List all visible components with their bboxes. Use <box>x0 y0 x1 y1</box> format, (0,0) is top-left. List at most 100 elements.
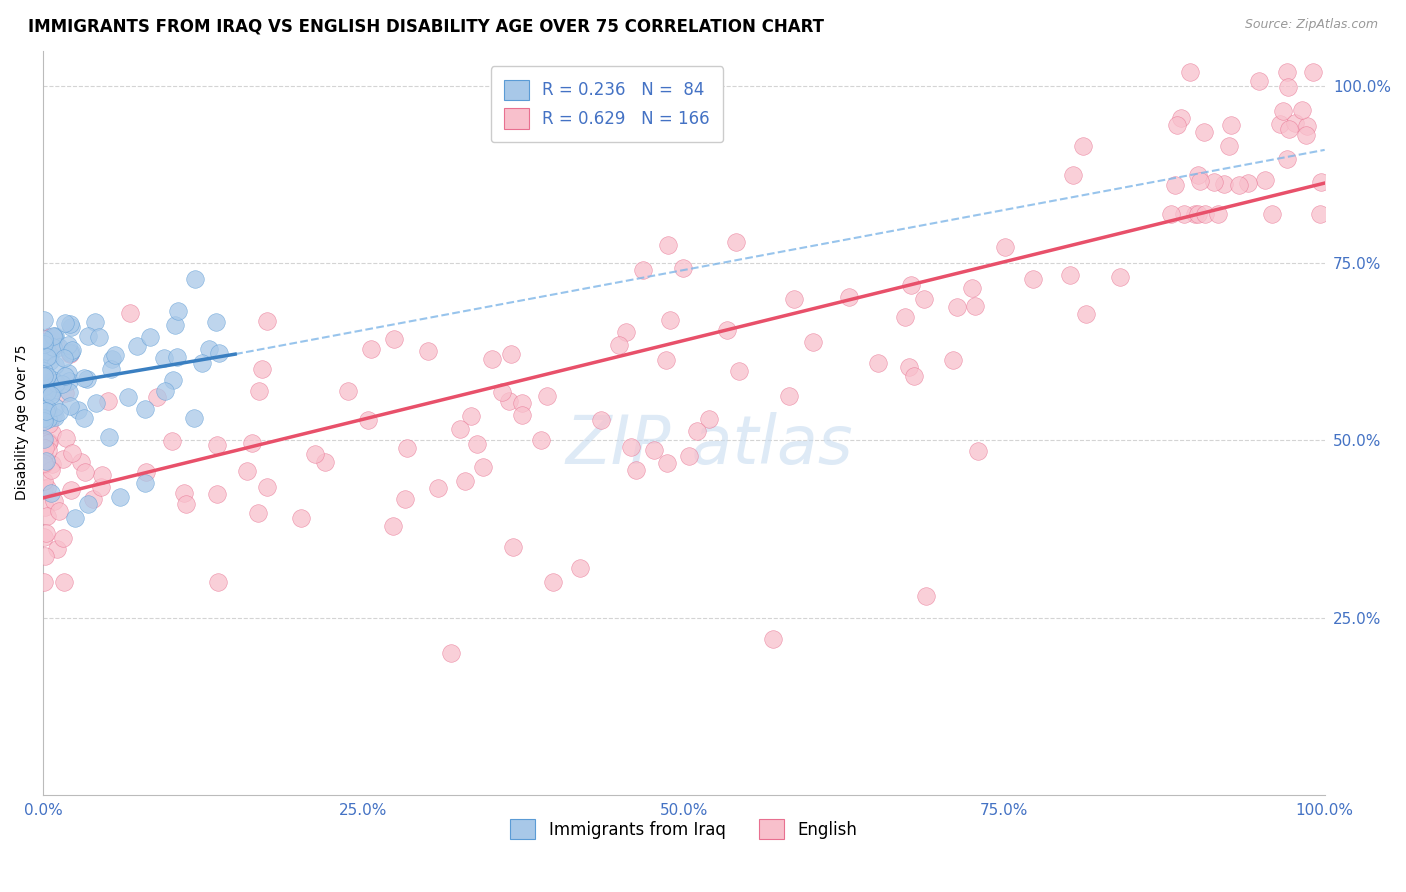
Point <box>314 455 336 469</box>
Point <box>87 330 110 344</box>
Point <box>207 345 229 359</box>
Point <box>659 313 682 327</box>
Point <box>35 481 58 495</box>
Point <box>37 402 59 417</box>
Point <box>37 412 59 426</box>
Point <box>1260 207 1282 221</box>
Point <box>37 417 59 432</box>
Point <box>382 518 405 533</box>
Point <box>38 434 60 449</box>
Point <box>41 458 63 472</box>
Point <box>160 434 183 448</box>
Point <box>725 235 748 249</box>
Point <box>699 412 721 426</box>
Point <box>35 403 58 417</box>
Point <box>607 338 630 352</box>
Point <box>304 447 326 461</box>
Point <box>34 379 56 393</box>
Point <box>48 504 70 518</box>
Point <box>440 646 463 660</box>
Point <box>98 429 121 443</box>
Point <box>247 506 270 520</box>
Point <box>416 344 439 359</box>
Point <box>37 331 59 345</box>
Point <box>1074 307 1097 321</box>
Text: Source: ZipAtlas.com: Source: ZipAtlas.com <box>1244 18 1378 31</box>
Point <box>207 575 229 590</box>
Point <box>536 389 558 403</box>
Text: IMMIGRANTS FROM IRAQ VS ENGLISH DISABILITY AGE OVER 75 CORRELATION CHART: IMMIGRANTS FROM IRAQ VS ENGLISH DISABILI… <box>28 18 824 36</box>
Point <box>76 372 98 386</box>
Point <box>32 457 55 471</box>
Point <box>1109 269 1132 284</box>
Point <box>655 353 678 368</box>
Point <box>39 388 62 402</box>
Point <box>678 449 700 463</box>
Point <box>427 482 450 496</box>
Point <box>912 292 935 306</box>
Point <box>1166 118 1188 132</box>
Point <box>59 346 82 360</box>
Point <box>42 329 65 343</box>
Point <box>1254 172 1277 186</box>
Point <box>716 323 738 337</box>
Point <box>46 542 69 557</box>
Legend: Immigrants from Iraq, English: Immigrants from Iraq, English <box>503 813 863 846</box>
Point <box>1302 65 1324 79</box>
Point <box>42 409 65 423</box>
Point <box>783 292 806 306</box>
Point <box>55 316 77 330</box>
Point <box>166 350 188 364</box>
Point <box>44 330 66 344</box>
Point <box>32 435 55 450</box>
Point <box>336 384 359 399</box>
Point <box>44 329 66 343</box>
Point <box>728 364 751 378</box>
Point <box>153 384 176 398</box>
Point <box>39 486 62 500</box>
Point <box>34 441 56 455</box>
Point <box>162 373 184 387</box>
Point <box>34 385 56 400</box>
Point <box>454 474 477 488</box>
Point <box>1213 178 1236 192</box>
Point <box>205 438 228 452</box>
Point <box>1194 207 1216 221</box>
Point <box>1309 207 1331 221</box>
Point <box>35 384 58 399</box>
Point <box>45 338 67 352</box>
Point <box>897 360 920 375</box>
Point <box>39 463 62 477</box>
Point <box>32 337 55 351</box>
Point <box>34 368 56 383</box>
Point <box>41 373 63 387</box>
Point <box>59 345 82 359</box>
Point <box>146 390 169 404</box>
Point <box>42 340 65 354</box>
Point <box>1284 116 1306 130</box>
Point <box>32 413 55 427</box>
Point <box>53 575 76 590</box>
Point <box>153 351 176 366</box>
Point <box>1291 103 1313 118</box>
Point <box>56 366 79 380</box>
Point <box>52 531 75 545</box>
Point <box>1206 207 1229 221</box>
Point <box>48 340 70 354</box>
Point <box>44 410 66 425</box>
Point <box>1218 139 1240 153</box>
Point <box>357 413 380 427</box>
Point <box>1071 139 1094 153</box>
Point <box>52 452 75 467</box>
Point <box>204 315 226 329</box>
Point <box>1237 176 1260 190</box>
Point <box>965 299 987 313</box>
Point <box>960 281 983 295</box>
Point <box>90 468 112 483</box>
Point <box>90 480 112 494</box>
Point <box>942 353 965 368</box>
Point <box>205 487 228 501</box>
Y-axis label: Disability Age Over 75: Disability Age Over 75 <box>15 345 30 500</box>
Point <box>1059 268 1081 282</box>
Point <box>32 364 55 378</box>
